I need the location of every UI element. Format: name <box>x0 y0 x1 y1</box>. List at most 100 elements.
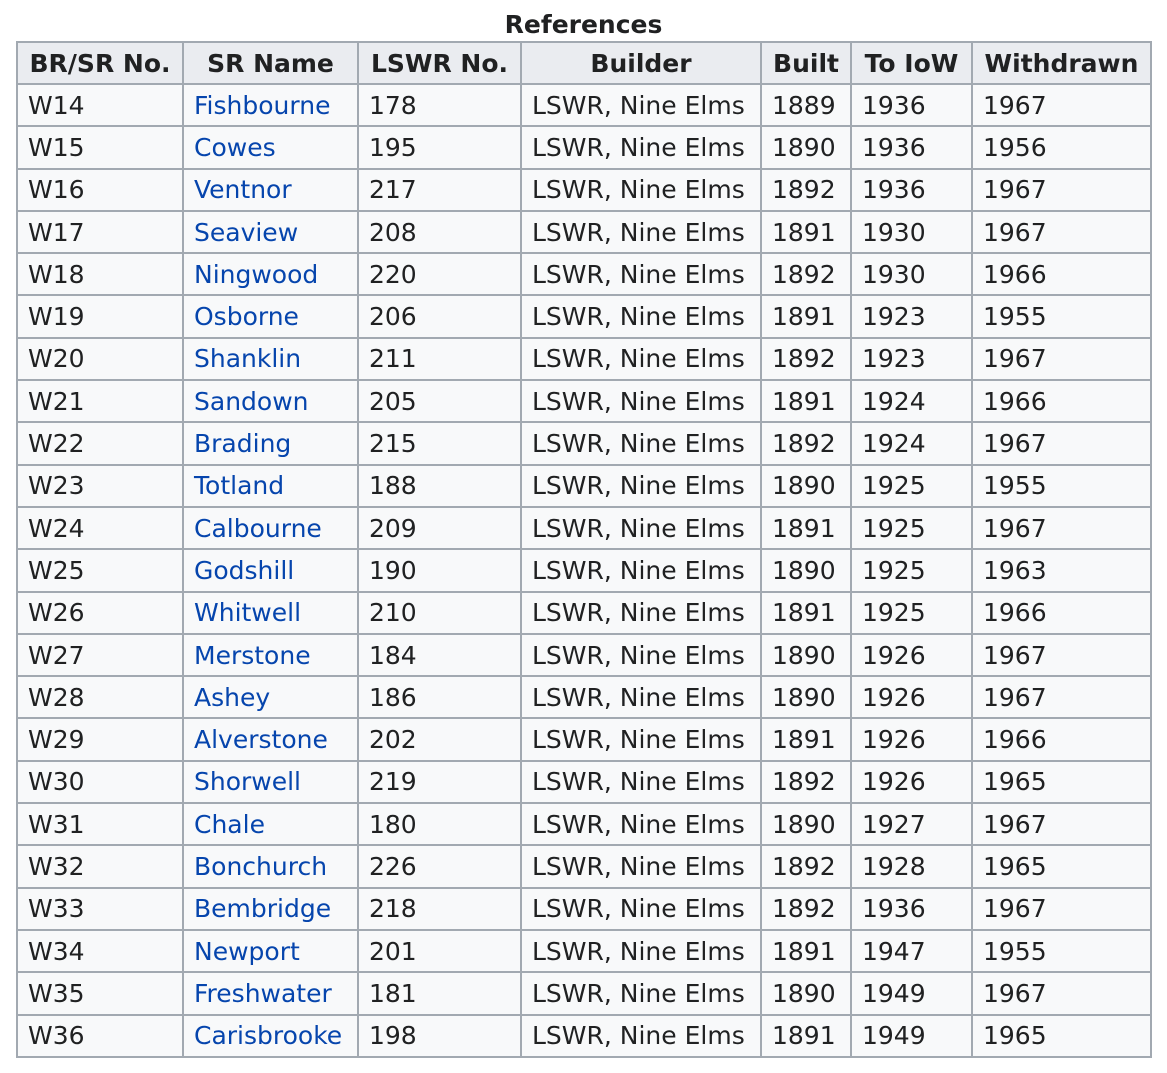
br-sr-no-cell: W15 <box>16 125 184 170</box>
br-sr-no-cell: W14 <box>16 82 184 128</box>
table-row: W16 Ventnor 217 LSWR, Nine Elms 1892 1936 1967 <box>16 167 1152 212</box>
sr-name-link[interactable]: Newport <box>194 936 300 966</box>
table-row: W29 Alverstone 202 LSWR, Nine Elms 1891 1926 1… <box>16 717 1152 762</box>
table-row: W19 Osborne 206 LSWR, Nine Elms 1891 1923 1955 <box>16 294 1152 339</box>
to-iow-cell: 1923 <box>850 336 973 382</box>
column-header-lswr-no: LSWR No. <box>357 41 522 85</box>
lswr-no-cell: 206 <box>357 294 522 339</box>
column-header-sr-name: SR Name <box>182 41 359 85</box>
builder-cell: LSWR, Nine Elms <box>520 928 762 974</box>
sr-name-link[interactable]: Brading <box>194 429 292 459</box>
sr-name-link[interactable]: Freshwater <box>194 978 332 1008</box>
builder-cell: LSWR, Nine Elms <box>520 590 762 635</box>
sr-name-cell: Ningwood <box>182 252 359 297</box>
built-cell: 1891 <box>760 1013 852 1058</box>
lswr-no-cell: 210 <box>357 590 522 635</box>
column-header-built: Built <box>760 41 852 85</box>
builder-cell: LSWR, Nine Elms <box>520 294 762 339</box>
table-row: W17 Seaview 208 LSWR, Nine Elms 1891 1930 1967 <box>16 209 1152 255</box>
lswr-no-cell: 186 <box>357 675 522 720</box>
built-cell: 1892 <box>760 886 852 931</box>
withdrawn-cell: 1955 <box>971 463 1152 508</box>
sr-name-link[interactable]: Seaview <box>194 217 299 247</box>
sr-name-link[interactable]: Ashey <box>194 682 271 712</box>
lswr-no-cell: 218 <box>357 886 522 931</box>
sr-name-link[interactable]: Shanklin <box>194 344 302 374</box>
lswr-no-cell: 198 <box>357 1013 522 1058</box>
sr-name-link[interactable]: Chale <box>194 809 265 839</box>
sr-name-link[interactable]: Alverstone <box>194 725 328 755</box>
sr-name-link[interactable]: Osborne <box>194 302 299 332</box>
sr-name-cell: Sandown <box>182 379 359 424</box>
sr-name-link[interactable]: Bembridge <box>194 894 332 924</box>
builder-cell: LSWR, Nine Elms <box>520 379 762 424</box>
to-iow-cell: 1924 <box>850 379 973 424</box>
br-sr-no-cell: W28 <box>16 675 184 720</box>
to-iow-cell: 1936 <box>850 167 973 212</box>
table-row: W20 Shanklin 211 LSWR, Nine Elms 1892 1923 196… <box>16 336 1152 382</box>
lswr-no-cell: 217 <box>357 167 522 212</box>
to-iow-cell: 1928 <box>850 844 973 889</box>
table-body: W14 Fishbourne 178 LSWR, Nine Elms 1889 1936 1… <box>16 82 1152 1058</box>
sr-name-link[interactable]: Merstone <box>194 640 311 670</box>
withdrawn-cell: 1967 <box>971 802 1152 847</box>
sr-name-link[interactable]: Totland <box>194 471 285 501</box>
to-iow-cell: 1936 <box>850 125 973 170</box>
table-caption: References <box>504 10 663 39</box>
withdrawn-cell: 1955 <box>971 928 1152 974</box>
table-row: W14 Fishbourne 178 LSWR, Nine Elms 1889 1936 1… <box>16 82 1152 128</box>
builder-cell: LSWR, Nine Elms <box>520 548 762 593</box>
builder-cell: LSWR, Nine Elms <box>520 252 762 297</box>
sr-name-link[interactable]: Carisbrooke <box>194 1021 343 1051</box>
to-iow-cell: 1926 <box>850 675 973 720</box>
sr-name-cell: Ventnor <box>182 167 359 212</box>
table-row: W36 Carisbrooke 198 LSWR, Nine Elms 1891 1949… <box>16 1013 1152 1058</box>
lswr-no-cell: 202 <box>357 717 522 762</box>
header-row: BR/SR No. SR Name LSWR No. Builder Built… <box>16 41 1152 85</box>
table-row: W23 Totland 188 LSWR, Nine Elms 1890 1925 1955 <box>16 463 1152 508</box>
builder-cell: LSWR, Nine Elms <box>520 209 762 255</box>
builder-cell: LSWR, Nine Elms <box>520 844 762 889</box>
sr-name-link[interactable]: Sandown <box>194 386 309 416</box>
built-cell: 1892 <box>760 167 852 212</box>
sr-name-link[interactable]: Shorwell <box>194 767 302 797</box>
sr-name-link[interactable]: Ningwood <box>194 259 319 289</box>
sr-name-link[interactable]: Whitwell <box>194 598 302 628</box>
sr-name-link[interactable]: Bonchurch <box>194 851 328 881</box>
sr-name-cell: Osborne <box>182 294 359 339</box>
br-sr-no-cell: W17 <box>16 209 184 255</box>
table-row: W34 Newport 201 LSWR, Nine Elms 1891 1947 1955 <box>16 928 1152 974</box>
builder-cell: LSWR, Nine Elms <box>520 675 762 720</box>
builder-cell: LSWR, Nine Elms <box>520 886 762 931</box>
sr-name-cell: Freshwater <box>182 971 359 1016</box>
sr-name-cell: Fishbourne <box>182 82 359 128</box>
built-cell: 1890 <box>760 463 852 508</box>
built-cell: 1890 <box>760 971 852 1016</box>
sr-name-link[interactable]: Godshill <box>194 555 295 585</box>
sr-name-link[interactable]: Ventnor <box>194 175 292 205</box>
builder-cell: LSWR, Nine Elms <box>520 717 762 762</box>
sr-name-link[interactable]: Fishbourne <box>194 90 331 120</box>
withdrawn-cell: 1967 <box>971 632 1152 678</box>
br-sr-no-cell: W30 <box>16 759 184 805</box>
sr-name-link[interactable]: Calbourne <box>194 513 322 543</box>
br-sr-no-cell: W25 <box>16 548 184 593</box>
withdrawn-cell: 1966 <box>971 717 1152 762</box>
sr-name-link[interactable]: Cowes <box>194 132 276 162</box>
table-row: W25 Godshill 190 LSWR, Nine Elms 1890 1925 196… <box>16 548 1152 593</box>
sr-name-cell: Whitwell <box>182 590 359 635</box>
br-sr-no-cell: W33 <box>16 886 184 931</box>
lswr-no-cell: 219 <box>357 759 522 805</box>
br-sr-no-cell: W34 <box>16 928 184 974</box>
withdrawn-cell: 1965 <box>971 1013 1152 1058</box>
sr-name-cell: Bembridge <box>182 886 359 931</box>
br-sr-no-cell: W31 <box>16 802 184 847</box>
lswr-no-cell: 184 <box>357 632 522 678</box>
lswr-no-cell: 188 <box>357 463 522 508</box>
withdrawn-cell: 1967 <box>971 421 1152 466</box>
built-cell: 1890 <box>760 802 852 847</box>
builder-cell: LSWR, Nine Elms <box>520 759 762 805</box>
br-sr-no-cell: W35 <box>16 971 184 1016</box>
to-iow-cell: 1930 <box>850 252 973 297</box>
